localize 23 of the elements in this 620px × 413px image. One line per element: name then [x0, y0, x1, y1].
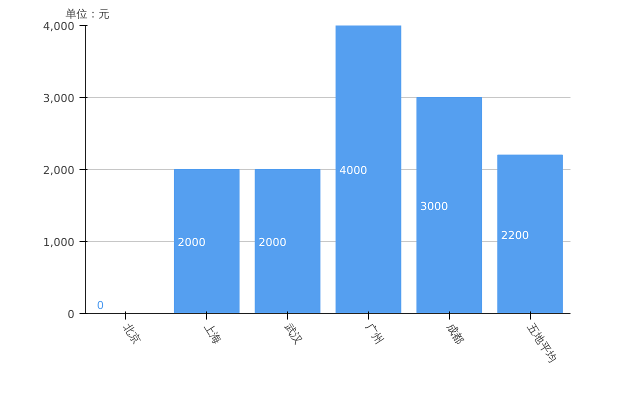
data-label: 2000 — [178, 236, 206, 249]
data-label: 2000 — [258, 236, 286, 249]
bar — [497, 154, 563, 314]
y-axis-title: 单位：元 — [66, 8, 110, 20]
y-tick-label: 3,000 — [43, 92, 75, 105]
bar — [174, 169, 240, 314]
bar — [336, 26, 402, 314]
bar — [254, 169, 320, 314]
y-tick-label: 0 — [68, 308, 74, 321]
data-label: 4000 — [339, 164, 368, 177]
x-tick-label: 武汉 — [282, 320, 305, 347]
data-label: 3000 — [420, 200, 448, 213]
y-tick-label: 4,000 — [43, 20, 75, 33]
y-tick-label: 1,000 — [43, 236, 75, 249]
x-tick-label: 上海 — [201, 320, 224, 347]
x-tick-label: 北京 — [120, 320, 144, 347]
data-label: 2200 — [500, 228, 529, 242]
x-tick-label: 广州 — [362, 320, 386, 347]
y-tick-label: 2,000 — [43, 164, 75, 177]
x-tick-label: 成都 — [444, 320, 467, 347]
bar — [416, 97, 482, 314]
x-tick-label: 五地平均 — [524, 320, 560, 366]
data-label: 0 — [96, 299, 104, 312]
